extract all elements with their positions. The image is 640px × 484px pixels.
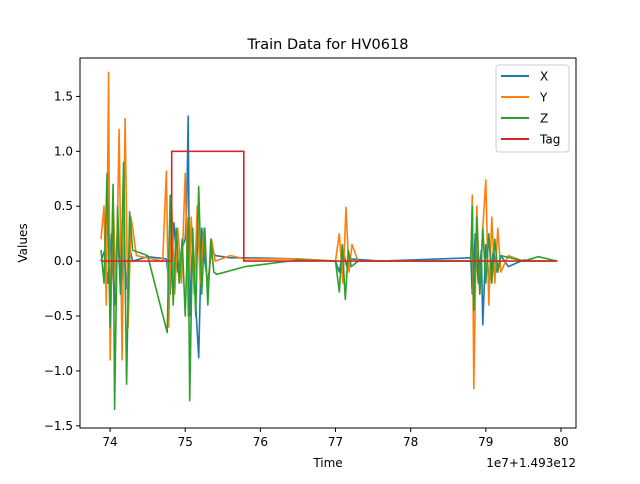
x-axis-label: Time — [312, 456, 342, 470]
legend-label-x: X — [540, 70, 548, 84]
y-tick-label: 1.0 — [54, 144, 73, 158]
x-tick-label: 76 — [253, 435, 268, 449]
legend: XYZ Tag — [495, 64, 570, 153]
x-tick-label: 80 — [553, 435, 568, 449]
legend-label-z: Z — [540, 112, 548, 126]
x-tick-label: 77 — [328, 435, 343, 449]
series-line-tag — [101, 150, 558, 262]
y-axis-label: Values — [16, 223, 30, 262]
series-layer — [100, 71, 558, 411]
legend-box — [495, 64, 570, 153]
x-tick-label: 79 — [478, 435, 493, 449]
plot-frame — [79, 57, 577, 429]
chart-title: Train Data for HV0618 — [247, 37, 409, 53]
x-tick-label: 74 — [102, 435, 117, 449]
y-axis-ticks: −1.5 −1.0 −0.5 0.0 0.5 1.0 1.5 — [44, 89, 80, 433]
x-tick-label: 78 — [403, 435, 418, 449]
y-tick-label: −1.0 — [44, 364, 73, 378]
y-tick-label: −0.5 — [44, 309, 73, 323]
legend-label-y: Y — [539, 91, 548, 105]
x-axis-offset-label: 1e7+1.493e12 — [486, 456, 576, 470]
x-axis-ticks: 74 75 76 77 78 79 80 — [102, 428, 569, 449]
legend-label-tag: Tag — [539, 133, 560, 147]
y-tick-label: 0.5 — [54, 199, 73, 213]
series-line-z — [100, 161, 558, 411]
x-tick-label: 75 — [178, 435, 193, 449]
y-tick-label: −1.5 — [44, 419, 73, 433]
y-tick-label: 0.0 — [54, 254, 73, 268]
y-tick-label: 1.5 — [54, 89, 73, 103]
